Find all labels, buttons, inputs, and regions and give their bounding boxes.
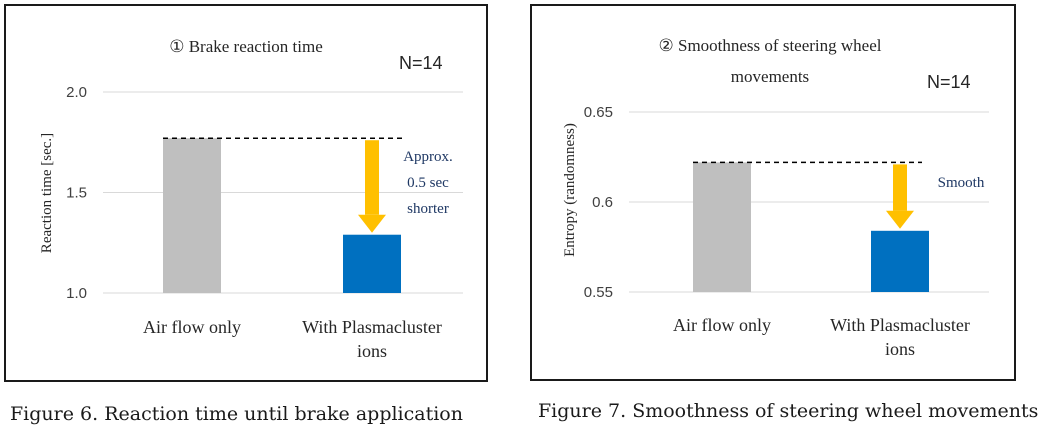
- y-tick-label: 2.0: [66, 84, 87, 101]
- y-axis-label: Reaction time [sec.]: [39, 133, 55, 253]
- chart-title: ① Brake reaction time: [169, 37, 323, 56]
- bar-with-plasmacluster: [871, 230, 929, 292]
- x-category-label: With Plasmacluster: [830, 315, 970, 335]
- chart-title: movements: [731, 67, 809, 86]
- y-tick-label: 0.55: [584, 284, 613, 301]
- x-category-label: ions: [885, 339, 915, 359]
- chart-panel-steering-smoothness: 0.55 0.6 0.65 ② Smoothness of steering whee…: [530, 4, 1016, 381]
- y-tick-label: 0.6: [592, 194, 613, 211]
- steering-smoothness-chart: 0.55 0.6 0.65 ② Smoothness of steering whee…: [562, 36, 989, 359]
- sample-size-note: N=14: [399, 53, 443, 73]
- y-tick-label: 1.0: [66, 285, 87, 302]
- bar-with-plasmacluster: [343, 234, 401, 293]
- annotation-text: Smooth: [938, 175, 985, 191]
- x-category-label: Air flow only: [143, 317, 241, 337]
- annotation-text: shorter: [407, 201, 449, 217]
- sample-size-note: N=14: [927, 72, 971, 92]
- figure-6-caption: Figure 6. Reaction time until brake appl…: [10, 403, 463, 425]
- x-category-label: With Plasmacluster: [302, 317, 442, 337]
- y-tick-label: 0.65: [584, 104, 613, 121]
- reduction-arrow-shaft: [893, 164, 907, 211]
- brake-reaction-chart: 1.0 1.5 2.0 ① Brake reaction time N=14 Reacti…: [39, 37, 463, 361]
- bar-air-flow-only: [693, 162, 751, 292]
- x-category-label: Air flow only: [673, 315, 771, 335]
- y-tick-label: 1.5: [66, 185, 87, 202]
- reduction-arrow-head: [358, 214, 386, 233]
- annotation-text: Approx.: [403, 149, 453, 165]
- annotation-text: 0.5 sec: [407, 175, 449, 191]
- reduction-arrow-shaft: [365, 140, 379, 215]
- bar-air-flow-only: [163, 138, 221, 293]
- chart-panel-brake-reaction: 1.0 1.5 2.0 ① Brake reaction time N=14 Reacti…: [4, 4, 488, 382]
- x-category-label: ions: [357, 341, 387, 361]
- chart-title: ② Smoothness of steering wheel: [659, 36, 882, 55]
- reduction-arrow-head: [886, 210, 914, 229]
- y-axis-label: Entropy (randomness): [562, 123, 578, 257]
- figure-7-caption: Figure 7. Smoothness of steering wheel m…: [538, 400, 1039, 422]
